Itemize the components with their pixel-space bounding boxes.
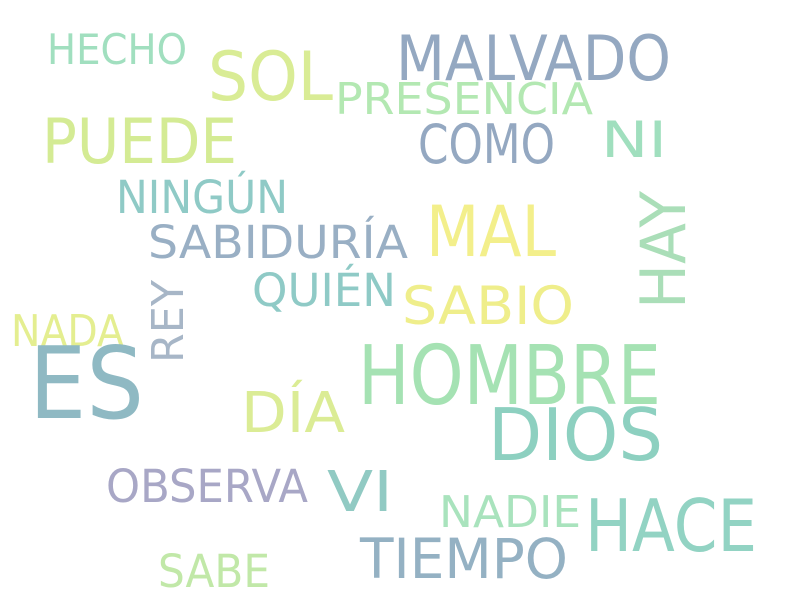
word-ni: NI — [601, 111, 667, 169]
word-hay: HAY — [627, 191, 700, 309]
word-hombre: HOMBRE — [358, 329, 661, 424]
word-hace: HACE — [585, 484, 757, 568]
word-dia: DÍA — [241, 380, 345, 446]
word-sabio: SABIO — [402, 276, 574, 337]
word-vi: VI — [327, 460, 393, 525]
word-hecho: HECHO — [47, 25, 187, 74]
word-presencia: PRESENCIA — [335, 74, 593, 125]
word-malvado: MALVADO — [396, 22, 671, 95]
word-observa: OBSERVA — [106, 460, 308, 513]
word-quien: QUIÉN — [252, 264, 396, 317]
word-dios: DIOS — [488, 393, 663, 477]
word-mal: MAL — [426, 191, 556, 273]
word-rey: REY — [143, 280, 194, 363]
word-puede: PUEDE — [42, 105, 237, 178]
word-ningun: NINGÚN — [116, 171, 288, 224]
word-sabiduria: SABIDURÍA — [148, 216, 408, 269]
word-nadie: NADIE — [439, 487, 581, 538]
word-es: ES — [29, 325, 144, 442]
word-tiempo: TIEMPO — [359, 527, 568, 591]
word-sol: SOL — [208, 38, 333, 117]
word-nada: NADA — [11, 306, 124, 357]
word-como: COMO — [418, 113, 555, 176]
word-sabe: SABE — [158, 545, 270, 598]
